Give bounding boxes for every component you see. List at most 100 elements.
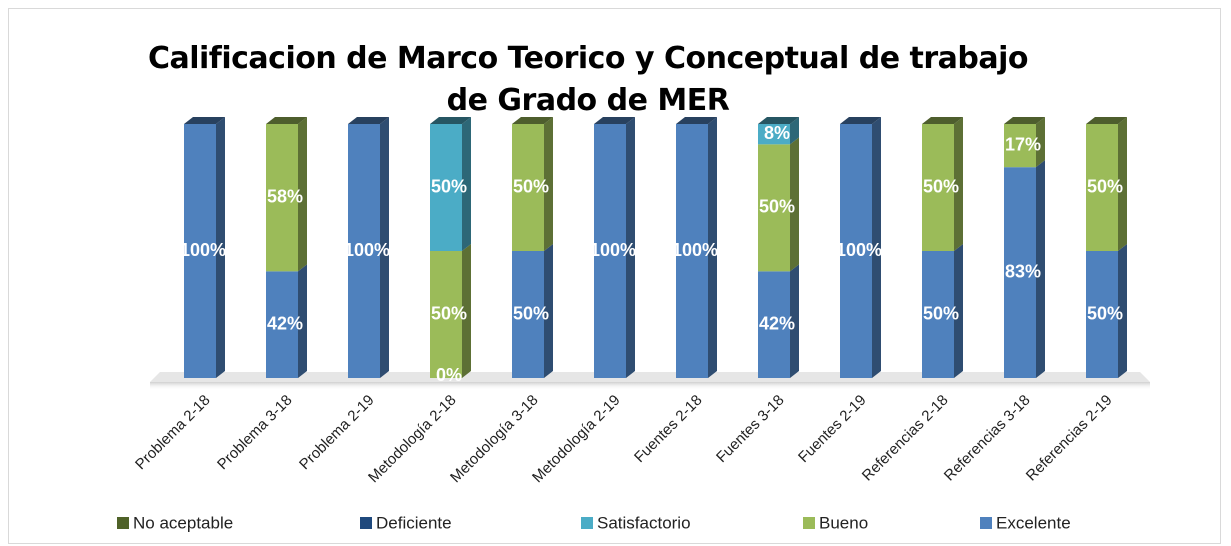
legend-label: Deficiente (376, 513, 452, 532)
legend-swatch (360, 517, 372, 529)
bar-segment (676, 124, 708, 378)
value-label: 50% (923, 176, 959, 196)
value-label: 42% (759, 313, 795, 333)
value-label: 50% (1087, 176, 1123, 196)
x-tick-label: Problema 3-18 (214, 392, 296, 474)
bar-side (462, 117, 471, 251)
value-label: 17% (1005, 134, 1041, 154)
legend-swatch (581, 517, 593, 529)
value-label: 42% (267, 313, 303, 333)
chart-frame (8, 8, 1221, 544)
bar-side (462, 244, 471, 378)
bar-segment (512, 124, 544, 251)
bar-segment (758, 144, 790, 272)
bar-segment (1004, 167, 1036, 378)
bar-segment (184, 124, 216, 378)
floor (150, 372, 1150, 382)
bar-side (1118, 117, 1127, 251)
bar-side (954, 244, 963, 378)
bar-side (1118, 244, 1127, 378)
x-tick-label: Referencias 3-18 (941, 392, 1034, 485)
x-tick-label: Fuentes 2-19 (795, 392, 870, 467)
value-label: 50% (431, 303, 467, 323)
chart-title: Calificacion de Marco Teorico y Conceptu… (147, 41, 1029, 118)
bar-side (1036, 160, 1045, 378)
legend-label: Bueno (819, 513, 868, 532)
value-label: 0% (436, 365, 462, 385)
bar-side (790, 264, 799, 378)
x-tick-label: Problema 2-19 (296, 392, 378, 474)
bar-segment (922, 251, 954, 378)
bar-side (380, 117, 389, 378)
x-tick-label: Problema 2-18 (132, 392, 214, 474)
bar-side (790, 137, 799, 272)
floor-shadow (150, 382, 1150, 390)
bar-top (840, 117, 881, 124)
bar-segment (594, 124, 626, 378)
bar-segment (1004, 124, 1036, 168)
bar-side (544, 244, 553, 378)
bar-side (298, 117, 307, 272)
legend-swatch (980, 517, 992, 529)
bar-top (430, 117, 471, 124)
bar-segment (430, 124, 462, 251)
bar-top (1004, 117, 1045, 124)
value-label: 100% (836, 240, 882, 260)
bar-segment (266, 124, 298, 272)
bar-side (626, 117, 635, 378)
bar-top (348, 117, 389, 124)
bar-top (594, 117, 635, 124)
bar-top (266, 117, 307, 124)
bar-segment (758, 271, 790, 378)
bar-side (1036, 117, 1045, 168)
bar-segment (1086, 124, 1118, 251)
x-tick-label: Metodología 3-18 (447, 392, 542, 487)
bar-top (512, 117, 553, 124)
x-tick-label: Referencias 2-18 (859, 392, 952, 485)
bar-segment (348, 124, 380, 378)
legend-swatch (803, 517, 815, 529)
value-label: 58% (267, 186, 303, 206)
bar-segment (266, 271, 298, 378)
value-label: 83% (1005, 261, 1041, 281)
bar-side (872, 117, 881, 378)
bar-top (676, 117, 717, 124)
legend-label: No aceptable (133, 513, 233, 532)
bar-side (298, 264, 307, 378)
x-tick-label: Metodología 2-18 (365, 392, 460, 487)
bar-segment (840, 124, 872, 378)
legend-swatch (117, 517, 129, 529)
legend-label: Excelente (996, 513, 1071, 532)
bar-top (184, 117, 225, 124)
value-label: 100% (344, 240, 390, 260)
value-label: 50% (1087, 303, 1123, 323)
bar-top (758, 117, 799, 124)
value-label: 50% (923, 303, 959, 323)
bar-top (922, 117, 963, 124)
value-label: 50% (431, 176, 467, 196)
value-label: 100% (180, 240, 226, 260)
bar-segment (430, 251, 462, 378)
x-tick-label: Fuentes 2-18 (631, 392, 706, 467)
value-label: 8% (764, 123, 790, 143)
legend-label: Satisfactorio (597, 513, 691, 532)
bar-segment (512, 251, 544, 378)
x-tick-label: Referencias 2-19 (1023, 392, 1116, 485)
bar-side (954, 117, 963, 251)
x-tick-label: Metodología 2-19 (529, 392, 624, 487)
bar-side (708, 117, 717, 378)
value-label: 50% (513, 303, 549, 323)
value-label: 100% (590, 240, 636, 260)
bar-segment (1086, 251, 1118, 378)
bar-side (216, 117, 225, 378)
bar-side (544, 117, 553, 251)
value-label: 100% (672, 240, 718, 260)
bar-segment (922, 124, 954, 251)
value-label: 50% (759, 197, 795, 217)
value-label: 50% (513, 176, 549, 196)
bar-top (1086, 117, 1127, 124)
x-tick-label: Fuentes 3-18 (713, 392, 788, 467)
bar-segment (758, 124, 790, 145)
